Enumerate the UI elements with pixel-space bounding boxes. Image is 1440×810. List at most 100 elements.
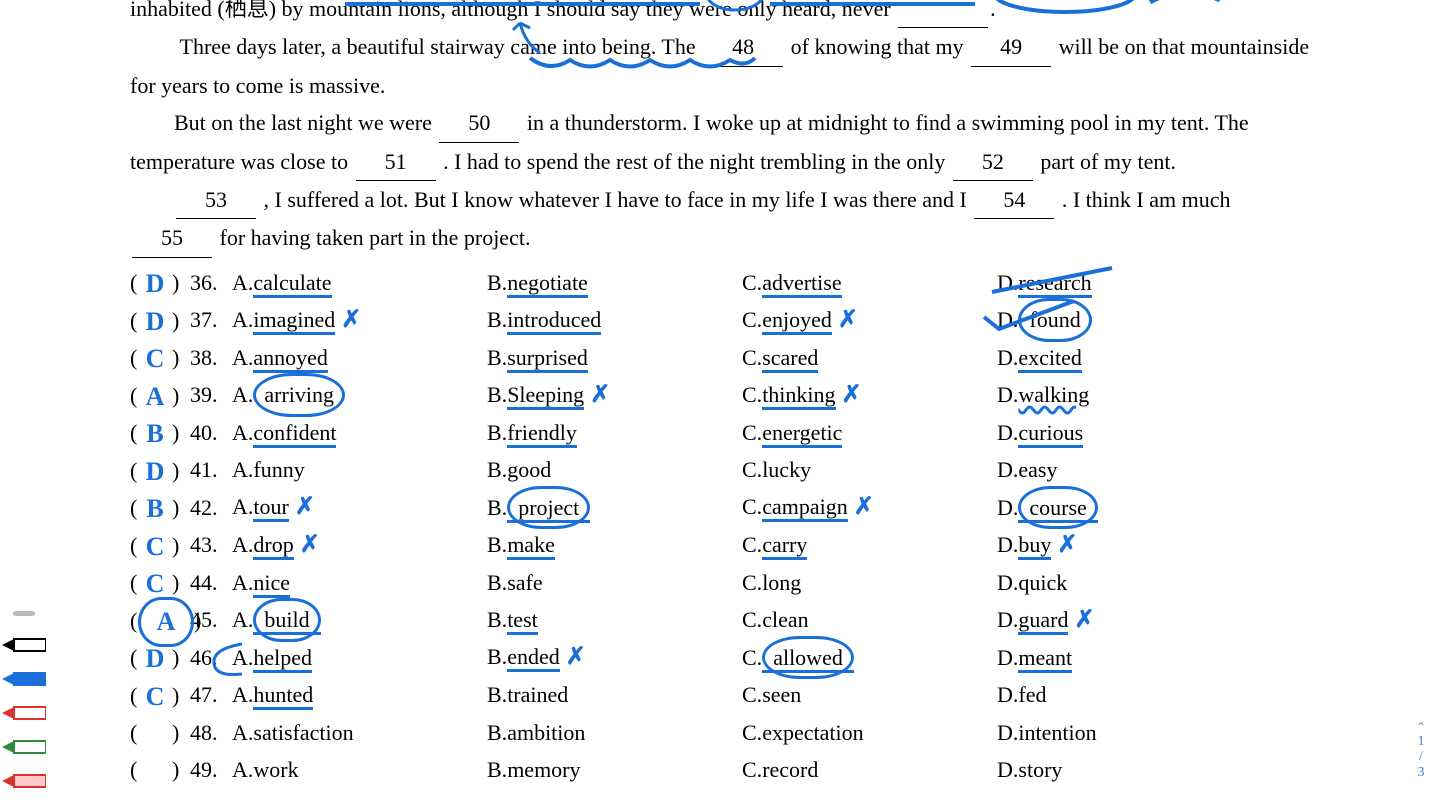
question-number: 46.: [190, 639, 232, 676]
question-row: (B)42.A. tour✗B. projectC. campaign✗D. c…: [130, 489, 1310, 527]
option: A. confident: [232, 414, 487, 451]
option: B. project: [487, 486, 742, 529]
pen-tool[interactable]: [0, 698, 46, 728]
option: B. introduced: [487, 301, 742, 338]
question-number: 40.: [190, 414, 232, 451]
blank-52: 52: [953, 143, 1033, 181]
blank-48: 48: [703, 28, 783, 66]
option: D. curious: [997, 414, 1252, 451]
option: D. fed: [997, 676, 1252, 713]
questions-block: (D)36.A. calculateB. negotiateC. adverti…: [130, 264, 1310, 789]
question-row: ()49.A. workB. memoryC. recordD. story: [130, 751, 1310, 789]
option: A. imagined✗: [232, 300, 487, 341]
page-sep: /: [1416, 749, 1426, 764]
option: C. advertise: [742, 264, 997, 301]
option: D. research: [997, 264, 1252, 301]
option: D. buy✗: [997, 525, 1252, 566]
option: C. campaign✗: [742, 487, 997, 528]
option: B. good: [487, 451, 742, 488]
question-number: 39.: [190, 376, 232, 413]
option: B. safe: [487, 564, 742, 601]
passage-text: . I think I am much: [1062, 187, 1231, 212]
question-row: ()48.A. satisfactionB. ambitionC. expect…: [130, 714, 1310, 752]
passage-para-2: Three days later, a beautiful stairway c…: [130, 28, 1310, 104]
option: D. guard✗: [997, 600, 1252, 641]
option: C. record: [742, 751, 997, 788]
blank-55: 55: [132, 219, 212, 257]
option: D. intention: [997, 714, 1252, 751]
passage-para-4: 53 , I suffered a lot. But I know whatev…: [130, 181, 1310, 258]
option: A. annoyed: [232, 339, 487, 376]
option: C. seen: [742, 676, 997, 713]
page-total: 3: [1416, 765, 1426, 780]
question-row: (D)41.A. funnyB. goodC. luckyD. easy: [130, 451, 1310, 489]
option: C. carry: [742, 526, 997, 563]
option: A. tour✗: [232, 487, 487, 528]
option: B. ended✗: [487, 637, 742, 678]
option: D. course: [997, 486, 1252, 529]
option: B. surprised: [487, 339, 742, 376]
option: D. easy: [997, 451, 1252, 488]
option: B. ambition: [487, 714, 742, 751]
page-counter[interactable]: ⌃ 1 / 3: [1416, 721, 1426, 780]
pen-tool[interactable]: [0, 630, 46, 660]
pen-toolbar[interactable]: [0, 603, 48, 800]
question-number: 36.: [190, 264, 232, 301]
option: B. memory: [487, 751, 742, 788]
question-row: (C)38.A. annoyedB. surprisedC. scaredD. …: [130, 339, 1310, 377]
passage-text: inhabited (栖息) by mountain lions, althou…: [130, 0, 891, 21]
document-page: inhabited (栖息) by mountain lions, althou…: [130, 0, 1310, 789]
option: B. negotiate: [487, 264, 742, 301]
option: C. long: [742, 564, 997, 601]
option: A. calculate: [232, 264, 487, 301]
answer-paren: (): [130, 751, 190, 788]
option: A. build: [232, 598, 487, 641]
question-number: 47.: [190, 676, 232, 713]
pen-tool[interactable]: [0, 732, 46, 762]
option: A. satisfaction: [232, 714, 487, 751]
option: C. enjoyed✗: [742, 300, 997, 341]
answer-paren: (): [130, 714, 190, 751]
option: C. lucky: [742, 451, 997, 488]
option: C. scared: [742, 339, 997, 376]
question-row: (C)47.A. huntedB. trainedC. seenD. fed: [130, 676, 1310, 714]
pen-tool[interactable]: [0, 766, 46, 796]
question-number: 43.: [190, 526, 232, 563]
toolbar-handle[interactable]: [13, 611, 35, 616]
passage-line-0: inhabited (栖息) by mountain lions, althou…: [130, 0, 1310, 28]
question-number: 49.: [190, 751, 232, 788]
question-row: (D)36.A. calculateB. negotiateC. adverti…: [130, 264, 1310, 302]
option: C. allowed: [742, 636, 997, 679]
option: A. funny: [232, 451, 487, 488]
page-up-icon[interactable]: ⌃: [1416, 721, 1426, 734]
question-row: (C)43.A. drop✗B. makeC. carryD. buy✗: [130, 526, 1310, 564]
option: B. Sleeping✗: [487, 375, 742, 416]
option: D. excited: [997, 339, 1252, 376]
question-number: 38.: [190, 339, 232, 376]
option: A. arriving: [232, 373, 487, 416]
option: A. drop✗: [232, 525, 487, 566]
option: C. clean: [742, 601, 997, 638]
passage-text: But on the last night we were: [174, 110, 432, 135]
question-number: 44.: [190, 564, 232, 601]
question-row: (C)44.A. niceB. safeC. longD. quick: [130, 564, 1310, 602]
question-row: (D)37.A. imagined✗B. introducedC. enjoye…: [130, 301, 1310, 339]
option: B. make: [487, 526, 742, 563]
pen-tool[interactable]: [0, 664, 46, 694]
question-number: 45.: [190, 601, 232, 638]
option: C. expectation: [742, 714, 997, 751]
option: D. found: [997, 298, 1252, 341]
question-row: (A)39.A. arrivingB. Sleeping✗C. thinking…: [130, 376, 1310, 414]
option: A. helped: [232, 639, 487, 676]
question-row: (B)40.A. confidentB. friendlyC. energeti…: [130, 414, 1310, 452]
option: B. trained: [487, 676, 742, 713]
question-row: (D)46.A. helpedB. ended✗C. allowedD. mea…: [130, 639, 1310, 677]
option: D. story: [997, 751, 1252, 788]
blank-50: 50: [439, 104, 519, 142]
question-number: 37.: [190, 301, 232, 338]
option: A. hunted: [232, 676, 487, 713]
option: B. friendly: [487, 414, 742, 451]
blank-54: 54: [974, 181, 1054, 219]
passage-text: , I suffered a lot. But I know whatever …: [264, 187, 967, 212]
passage-text: Three days later, a beautiful stairway c…: [180, 34, 696, 59]
